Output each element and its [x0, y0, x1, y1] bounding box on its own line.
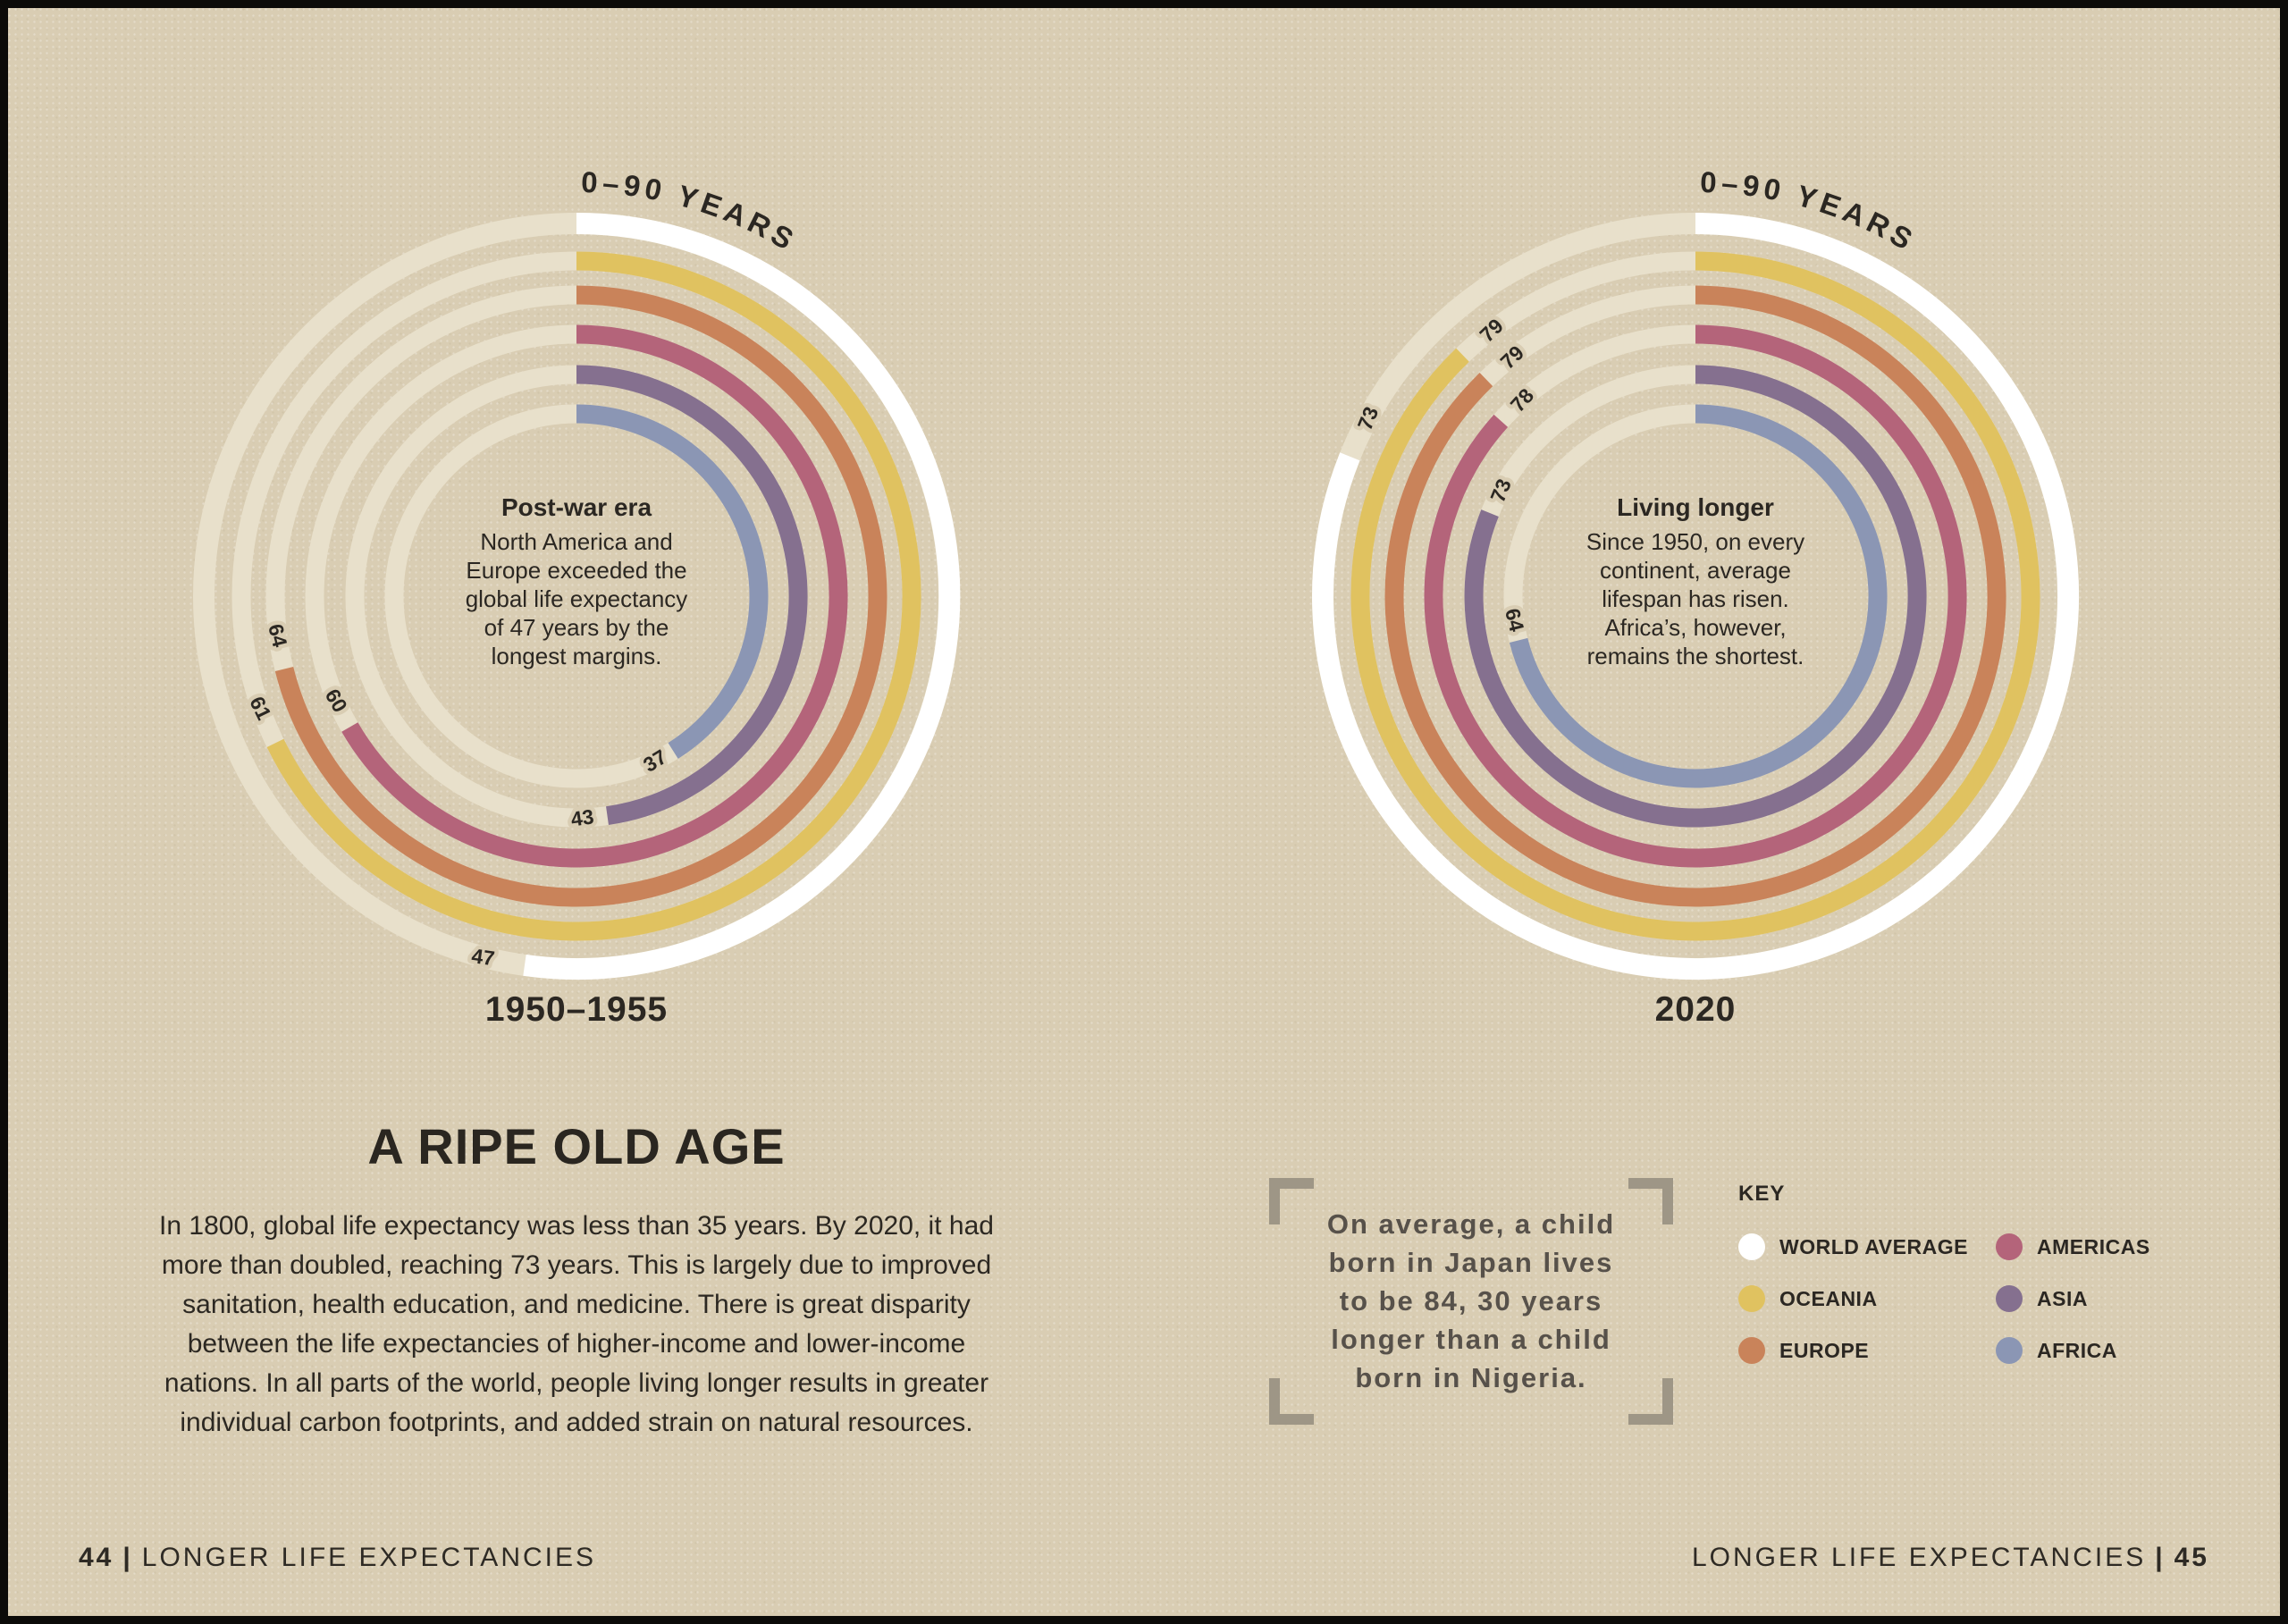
footer-separator: | [122, 1543, 133, 1572]
ring-asia [576, 365, 808, 825]
ring-value-label: 47 [470, 944, 496, 970]
note-text: North America and Europe exceeded the gl… [465, 528, 688, 669]
ring-world-average [1312, 213, 2079, 980]
ring-world-average [523, 213, 961, 980]
legend-heading: KEY [1738, 1182, 1786, 1206]
americas-swatch-icon [1996, 1233, 2023, 1260]
quote-text: On average, a child born in Japan lives … [1326, 1208, 1616, 1393]
body-paragraph: In 1800, global life expectancy was less… [159, 1211, 994, 1437]
legend-column-1: WORLD AVERAGE OCEANIA EUROPE [1738, 1233, 1996, 1364]
quote-bracket-bottom-left-icon [1269, 1378, 1314, 1425]
legend: KEY WORLD AVERAGE OCEANIA EUROPE [1738, 1182, 2150, 1364]
asia-swatch-icon [1996, 1285, 2023, 1312]
chart-center-note-2020: Living longer Since 1950, on every conti… [1517, 493, 1874, 670]
page-title: A RIPE OLD AGE [367, 1118, 786, 1174]
ring-africa [1509, 404, 1888, 788]
ring-americas [1424, 324, 1967, 868]
ring-asia [1464, 365, 1927, 828]
legend-label: WORLD AVERAGE [1779, 1234, 1968, 1258]
legend-label: OCEANIA [1779, 1286, 1878, 1310]
quote-bracket-bottom-right-icon [1628, 1378, 1673, 1425]
note-title: Post-war era [500, 493, 652, 521]
chart-center-note-1950: Post-war era North America and Europe ex… [398, 493, 755, 670]
footer-separator: | [2155, 1543, 2166, 1572]
ring-value-label: 43 [569, 804, 595, 830]
note-text: Since 1950, on every continent, average … [1586, 528, 1805, 669]
legend-item-europe: EUROPE [1738, 1337, 1996, 1364]
page-number: 45 [2174, 1543, 2209, 1572]
ring-europe [1384, 285, 2006, 907]
page-number: 44 [79, 1543, 114, 1572]
africa-swatch-icon [1996, 1337, 2023, 1364]
legend-item-world-average: WORLD AVERAGE [1738, 1233, 1996, 1260]
legend-label: EUROPE [1779, 1338, 1870, 1362]
legend-column-2: AMERICAS ASIA AFRICA [1996, 1233, 2150, 1364]
europe-swatch-icon [1738, 1337, 1765, 1364]
legend-item-asia: ASIA [1996, 1285, 2150, 1312]
legend-label: AMERICAS [2037, 1234, 2150, 1258]
footer-chapter-title: LONGER LIFE EXPECTANCIES [141, 1543, 596, 1572]
legend-label: ASIA [2037, 1286, 2088, 1310]
chart-period-label-1950: 1950–1955 [484, 990, 669, 1029]
quote-bracket-top-right-icon [1628, 1178, 1673, 1224]
ring-oceania [1350, 251, 2040, 941]
legend-item-oceania: OCEANIA [1738, 1285, 1996, 1312]
footer-right: LONGER LIFE EXPECTANCIES | 45 [1692, 1543, 2209, 1573]
note-title: Living longer [1617, 493, 1774, 521]
footer-chapter-title: LONGER LIFE EXPECTANCIES [1692, 1543, 2147, 1572]
quote-bracket-top-left-icon [1269, 1178, 1314, 1224]
legend-label: AFRICA [2037, 1338, 2117, 1362]
footer-left: 44 | LONGER LIFE EXPECTANCIES [79, 1543, 596, 1573]
world-average-swatch-icon [1738, 1233, 1765, 1260]
ring-oceania [266, 251, 921, 941]
oceania-swatch-icon [1738, 1285, 1765, 1312]
legend-item-americas: AMERICAS [1996, 1233, 2150, 1260]
ring-europe [274, 285, 887, 907]
legend-item-africa: AFRICA [1996, 1337, 2150, 1364]
ring-africa [576, 404, 769, 759]
ring-americas [341, 324, 848, 868]
pull-quote: On average, a child born in Japan lives … [1269, 1178, 1673, 1425]
chart-period-label-2020: 2020 [1654, 990, 1737, 1029]
